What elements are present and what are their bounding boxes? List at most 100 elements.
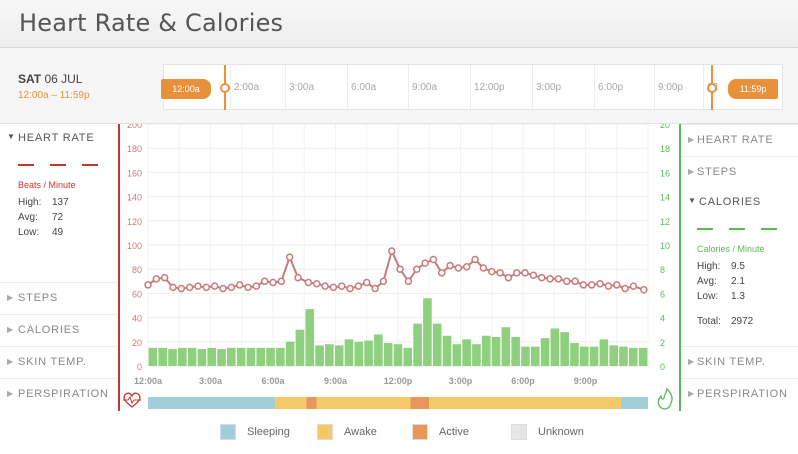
total-label: Total: bbox=[697, 316, 721, 327]
metric-menu-item[interactable]: ▶ PERSPIRATION bbox=[681, 378, 798, 408]
timeline-label: 9:00a bbox=[412, 82, 438, 93]
end-handle-knob[interactable] bbox=[707, 83, 717, 93]
flame-icon bbox=[657, 387, 673, 410]
calorie-bar bbox=[521, 346, 530, 366]
metric-menu-item[interactable]: ▶ SKIN TEMP. bbox=[0, 346, 118, 376]
day-label: SAT bbox=[18, 72, 42, 86]
date-label: SAT 06 JUL bbox=[18, 72, 82, 86]
right-active-label: CALORIES bbox=[699, 196, 762, 208]
calorie-bar bbox=[197, 349, 207, 366]
legend-swatch bbox=[412, 424, 428, 440]
date-value: 06 JUL bbox=[44, 72, 83, 86]
metric-menu-label: PERSPIRATION bbox=[697, 388, 788, 400]
heart-rate-point bbox=[185, 283, 194, 292]
right-active-metric[interactable]: ▼ CALORIES bbox=[681, 196, 798, 208]
activity-segment bbox=[620, 397, 648, 409]
legend-swatch bbox=[511, 424, 527, 440]
stat-row: High: 9.5 bbox=[697, 261, 745, 272]
heart-rate-point bbox=[202, 283, 211, 292]
metric-menu-label: SKIN TEMP. bbox=[697, 356, 766, 368]
end-handle[interactable]: 11:59p bbox=[728, 79, 778, 99]
y-left-tick-label: 160 bbox=[127, 168, 142, 178]
metric-menu-item[interactable]: ▶ CALORIES bbox=[0, 314, 118, 344]
calorie-bar bbox=[540, 338, 550, 366]
calorie-bar bbox=[383, 343, 393, 366]
calorie-bar bbox=[560, 332, 569, 366]
heart-rate-point bbox=[304, 278, 313, 287]
heart-rate-point bbox=[504, 273, 513, 282]
legend-label: Unknown bbox=[538, 426, 584, 438]
caret-right-icon: ▶ bbox=[7, 325, 14, 334]
timeline-tick bbox=[532, 65, 533, 110]
y-right-tick-label: 20 bbox=[660, 124, 670, 130]
heart-rate-point bbox=[346, 284, 354, 293]
calorie-bar bbox=[393, 344, 403, 366]
stat-value: 9.5 bbox=[731, 261, 745, 272]
heart-icon bbox=[123, 392, 141, 408]
start-handle[interactable]: 12:00a bbox=[161, 79, 211, 99]
y-right-tick-label: 16 bbox=[660, 168, 670, 178]
legend-label: Awake bbox=[344, 426, 377, 438]
metric-menu-item[interactable]: ▶ SKIN TEMP. bbox=[681, 346, 798, 376]
timeline-slider[interactable]: 2:00a 3:00a 6:00a 9:00a 12:00p 3:00p 6:00p 9:00… bbox=[161, 64, 783, 110]
heart-rate-point bbox=[629, 282, 638, 290]
timeline-tick bbox=[408, 65, 409, 110]
x-tick-label: 6:00p bbox=[511, 376, 535, 386]
calorie-bar bbox=[638, 347, 648, 366]
start-handle-knob[interactable] bbox=[220, 83, 230, 93]
calorie-bar bbox=[628, 347, 638, 366]
metric-menu-item[interactable]: ▶ STEPS bbox=[681, 156, 798, 186]
calorie-bar bbox=[442, 335, 452, 366]
heart-rate-point bbox=[563, 277, 571, 286]
metric-menu-item[interactable]: ▶ STEPS bbox=[0, 282, 118, 312]
timeline-label: 2:00a bbox=[234, 82, 260, 93]
left-active-metric[interactable]: ▼ HEART RATE bbox=[0, 132, 118, 144]
stat-value: 2.1 bbox=[731, 276, 745, 287]
calorie-bar bbox=[491, 336, 501, 366]
heart-rate-point bbox=[152, 275, 161, 283]
calorie-bar bbox=[217, 349, 226, 366]
heart-rate-point bbox=[160, 273, 169, 282]
calorie-bar bbox=[187, 347, 197, 366]
heart-rate-point bbox=[244, 283, 252, 292]
caret-right-icon: ▶ bbox=[688, 167, 695, 176]
activity-segment bbox=[410, 397, 430, 409]
calorie-bar bbox=[530, 346, 540, 366]
timeline-label: 12:00p bbox=[474, 82, 505, 93]
stat-row: Avg: 2.1 bbox=[697, 276, 745, 287]
caret-right-icon: ▶ bbox=[7, 293, 14, 302]
heart-rate-point bbox=[588, 281, 596, 289]
y-left-tick-label: 0 bbox=[137, 362, 142, 372]
timeline-tick bbox=[703, 65, 704, 110]
heart-rate-point bbox=[479, 264, 488, 272]
timeline-label: 6:00p bbox=[598, 82, 624, 93]
heart-rate-point bbox=[371, 284, 379, 293]
caret-down-icon: ▼ bbox=[688, 196, 697, 205]
calorie-bar bbox=[413, 323, 422, 366]
x-tick-label: 3:00p bbox=[449, 376, 473, 386]
heart-rate-point bbox=[554, 275, 563, 283]
calories-dash bbox=[697, 228, 713, 230]
legend-swatch bbox=[220, 424, 236, 440]
calorie-bar bbox=[325, 344, 334, 366]
calorie-bar bbox=[295, 329, 305, 366]
y-left-tick-label: 100 bbox=[127, 241, 142, 251]
calorie-bar bbox=[178, 347, 187, 366]
metric-menu-item[interactable]: ▶ PERSPIRATION bbox=[0, 378, 118, 408]
calorie-bar bbox=[334, 345, 344, 366]
heart-rate-point bbox=[529, 271, 538, 279]
metric-menu-item[interactable]: ▶ HEART RATE bbox=[681, 124, 798, 154]
heart-rate-point bbox=[604, 282, 613, 290]
calorie-bar bbox=[148, 347, 158, 366]
metric-menu-label: SKIN TEMP. bbox=[18, 356, 87, 368]
timeline-tick bbox=[347, 65, 348, 110]
heart-rate-point bbox=[379, 277, 388, 286]
calorie-bar bbox=[276, 347, 285, 366]
calorie-bar bbox=[403, 347, 413, 366]
calorie-bar bbox=[256, 347, 266, 366]
heart-rate-point bbox=[396, 265, 404, 273]
heart-rate-dash bbox=[82, 164, 98, 166]
timeline-tick bbox=[594, 65, 595, 110]
heart-rate-point bbox=[285, 253, 294, 261]
y-right-tick-label: 0 bbox=[660, 362, 665, 372]
